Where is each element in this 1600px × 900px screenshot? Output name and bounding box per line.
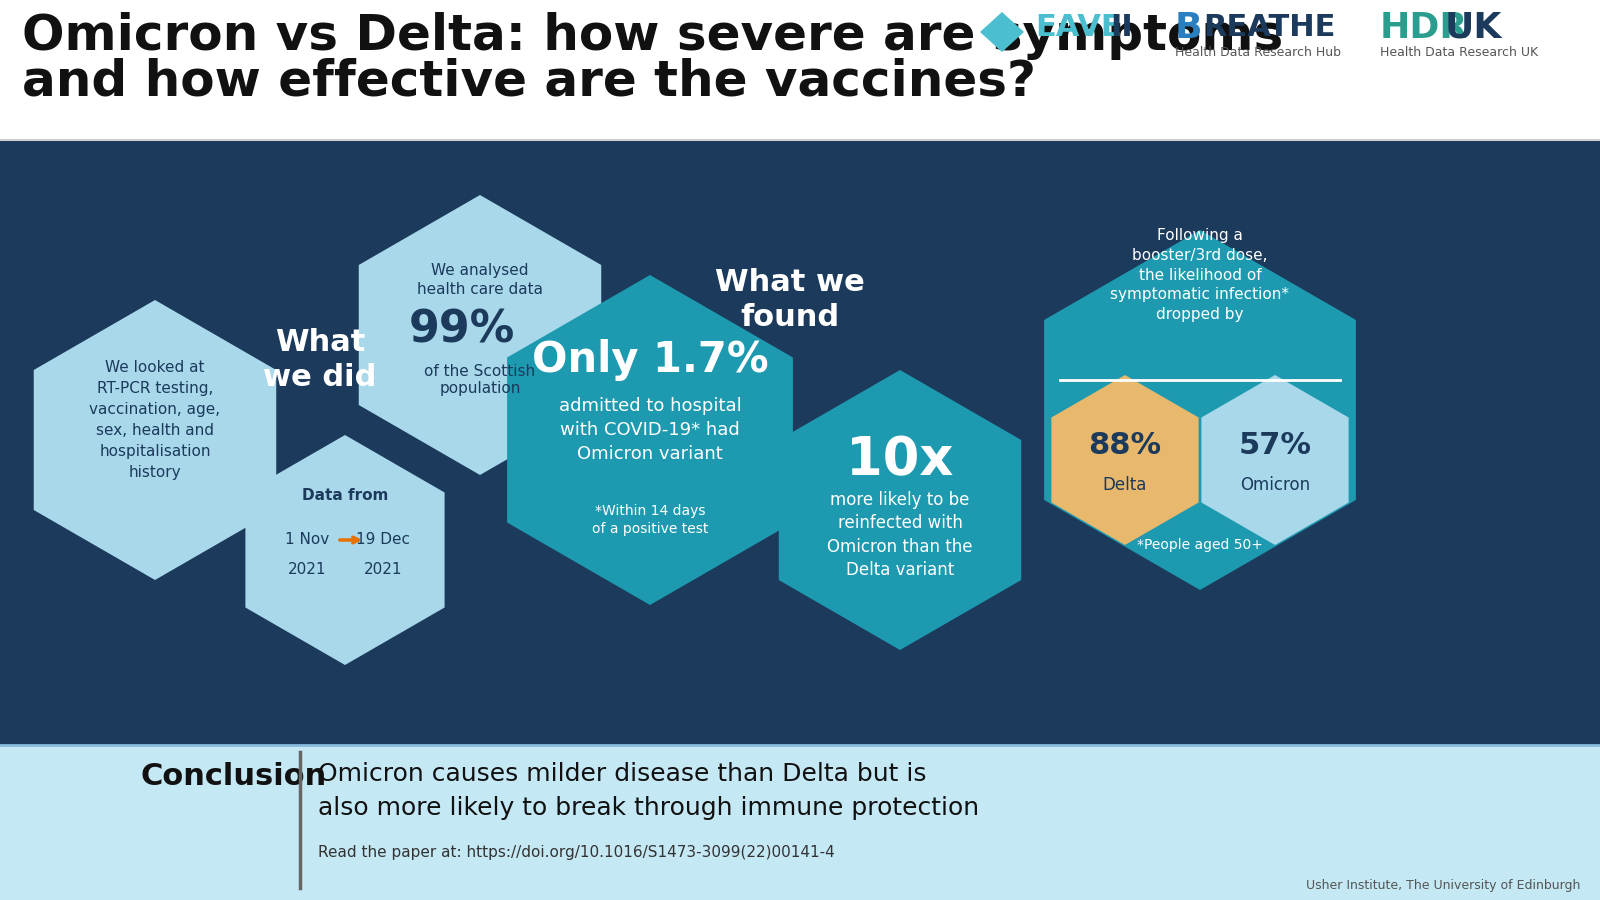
Text: We looked at
RT-PCR testing,
vaccination, age,
sex, health and
hospitalisation
h: We looked at RT-PCR testing, vaccination… [90,360,221,480]
Text: Health Data Research Hub: Health Data Research Hub [1174,46,1341,58]
FancyBboxPatch shape [0,745,1600,900]
Polygon shape [979,12,1024,52]
Text: Omicron causes milder disease than Delta but is
also more likely to break throug: Omicron causes milder disease than Delta… [318,762,979,820]
FancyBboxPatch shape [0,0,1600,140]
Polygon shape [507,275,794,605]
Text: admitted to hospital
with COVID-19* had
Omicron variant: admitted to hospital with COVID-19* had … [558,398,741,463]
Text: EAVE: EAVE [1035,14,1122,42]
Text: B: B [1174,11,1203,45]
Text: Health Data Research UK: Health Data Research UK [1379,46,1538,58]
Text: *People aged 50+: *People aged 50+ [1138,538,1262,552]
Polygon shape [358,195,602,475]
Text: Following a
booster/3rd dose,
the likelihood of
symptomatic infection*
dropped b: Following a booster/3rd dose, the likeli… [1110,228,1290,322]
Text: and how effective are the vaccines?: and how effective are the vaccines? [22,57,1037,105]
Text: 88%: 88% [1088,430,1162,460]
Text: Conclusion: Conclusion [141,762,326,791]
Polygon shape [245,435,445,665]
Polygon shape [1051,375,1198,545]
Text: 10x: 10x [846,434,954,486]
Text: more likely to be
reinfected with
Omicron than the
Delta variant: more likely to be reinfected with Omicro… [827,491,973,580]
Text: REATHE: REATHE [1203,14,1336,42]
Text: 1 Nov: 1 Nov [285,533,330,547]
Text: Only 1.7%: Only 1.7% [531,339,768,381]
Text: 2021: 2021 [288,562,326,578]
Text: We analysed
health care data: We analysed health care data [418,263,542,297]
Text: 57%: 57% [1238,430,1312,460]
Polygon shape [34,300,277,580]
Text: Omicron vs Delta: how severe are symptoms: Omicron vs Delta: how severe are symptom… [22,12,1283,60]
Text: II: II [1110,14,1133,42]
Text: What we
found: What we found [715,267,866,332]
Polygon shape [1045,230,1355,590]
Text: Omicron: Omicron [1240,476,1310,494]
Text: Data from: Data from [302,488,389,502]
Text: Usher Institute, The University of Edinburgh: Usher Institute, The University of Edinb… [1306,879,1581,892]
Text: *Within 14 days
of a positive test: *Within 14 days of a positive test [592,504,709,536]
Text: Read the paper at: https://doi.org/10.1016/S1473-3099(22)00141-4: Read the paper at: https://doi.org/10.10… [318,845,835,860]
Text: Delta: Delta [1102,476,1147,494]
Text: 2021: 2021 [363,562,402,578]
Text: What
we did: What we did [264,328,376,392]
Text: of the Scottish
population: of the Scottish population [424,364,536,396]
Text: HDR: HDR [1379,11,1469,45]
Polygon shape [779,370,1021,650]
Polygon shape [1202,375,1349,545]
Text: UK: UK [1445,11,1502,45]
Text: 19 Dec: 19 Dec [355,533,410,547]
FancyBboxPatch shape [0,140,1600,745]
Text: 99%: 99% [410,309,515,352]
